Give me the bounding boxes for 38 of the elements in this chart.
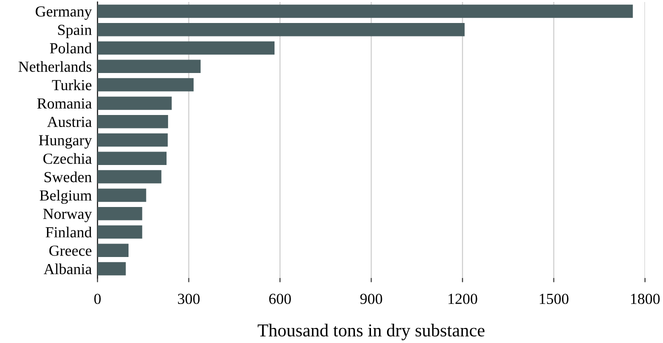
y-tick-label: Romania [37,98,92,109]
x-axis-title: Thousand tons in dry substance [258,324,484,340]
bar [98,78,194,92]
bar [98,41,275,55]
y-tick-label: Turkie [52,80,92,90]
x-tick-label: 1500 [540,294,568,304]
x-tick-label: 1800 [631,294,660,304]
y-tick-label: Germany [36,6,92,20]
x-tick-label: 900 [360,294,382,304]
y-tick-label: Belgium [40,190,92,204]
y-tick-label: Finland [46,226,92,238]
bar [98,188,146,202]
bar [98,60,201,74]
bar [98,152,167,166]
bar [98,262,126,276]
x-tick-label: 300 [178,294,200,304]
x-tick-label: 1200 [448,294,478,304]
bar [98,170,162,184]
bar [98,22,465,36]
bar [98,244,129,258]
x-tick-label: 0 [94,294,101,304]
bar [98,114,168,128]
bar [98,206,142,220]
y-tick-label: Poland [50,42,92,54]
y-tick-label: Sweden [44,172,92,182]
y-tick-label: Norway [43,208,92,222]
bar [98,4,633,18]
y-tick-label: Albania [44,264,92,274]
y-tick-label: Hungary [38,135,92,149]
y-tick-label: Czechia [43,153,92,164]
y-tick-label: Austria [47,116,92,128]
bar [98,96,172,110]
y-tick-label: Netherlands [18,61,92,72]
y-tick-label: Greece [49,246,92,256]
bar [98,133,168,147]
x-tick-label: 600 [269,294,291,304]
y-tick-label: Spain [58,24,92,38]
bar [98,225,142,239]
